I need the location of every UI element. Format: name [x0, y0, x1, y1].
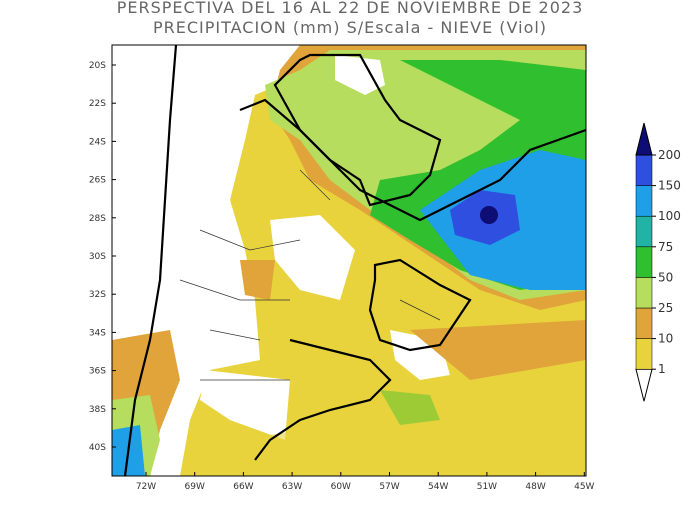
lat-label: 34S — [89, 328, 106, 338]
lon-label: 57W — [379, 482, 399, 492]
lon-label: 72W — [136, 482, 156, 492]
title-line-1: PERSPECTIVA DEL 16 AL 22 DE NOVIEMBRE DE… — [117, 0, 584, 17]
colorbar-label: 10 — [658, 332, 673, 346]
colorbar-segment — [635, 307, 653, 339]
lon-label: 54W — [428, 482, 448, 492]
lon-label: 66W — [233, 482, 253, 492]
lat-label: 32S — [89, 290, 106, 300]
lat-label: 38S — [89, 405, 106, 415]
lat-label: 30S — [89, 252, 106, 262]
colorbar-segment — [635, 154, 653, 186]
colorbar-segment — [635, 246, 653, 278]
lon-label: 51W — [477, 482, 497, 492]
lon-label: 45W — [574, 482, 594, 492]
lat-label: 20S — [89, 61, 106, 71]
lon-label: 69W — [185, 482, 205, 492]
title-line-2: PRECIPITACION (mm) S/Escala - NIEVE (Vio… — [153, 18, 547, 37]
colorbar-label: 50 — [658, 270, 673, 284]
precip-field — [112, 45, 586, 476]
colorbar-label: 100 — [658, 209, 681, 223]
map-frame — [111, 44, 587, 477]
colorbar-label: 200 — [658, 148, 681, 162]
lat-label: 22S — [89, 99, 106, 109]
colorbar-label: 25 — [658, 301, 673, 315]
lon-label: 60W — [331, 482, 351, 492]
colorbar-label: 75 — [658, 240, 673, 254]
lon-label: 48W — [525, 482, 545, 492]
colorbar-segment — [635, 185, 653, 217]
colorbar-label: 1 — [658, 362, 666, 376]
lat-label: 24S — [89, 137, 106, 147]
colorbar-segment — [635, 277, 653, 309]
colorbar-segment — [635, 215, 653, 248]
colorbar-under — [635, 368, 653, 402]
lat-label: 40S — [89, 443, 106, 453]
colorbar-label: 150 — [658, 179, 681, 193]
lat-label: 36S — [89, 367, 106, 377]
colorbar-segment — [635, 338, 653, 370]
lat-label: 28S — [89, 214, 106, 224]
lat-label: 26S — [89, 176, 106, 186]
lon-label: 63W — [282, 482, 302, 492]
colorbar-over — [635, 122, 653, 156]
